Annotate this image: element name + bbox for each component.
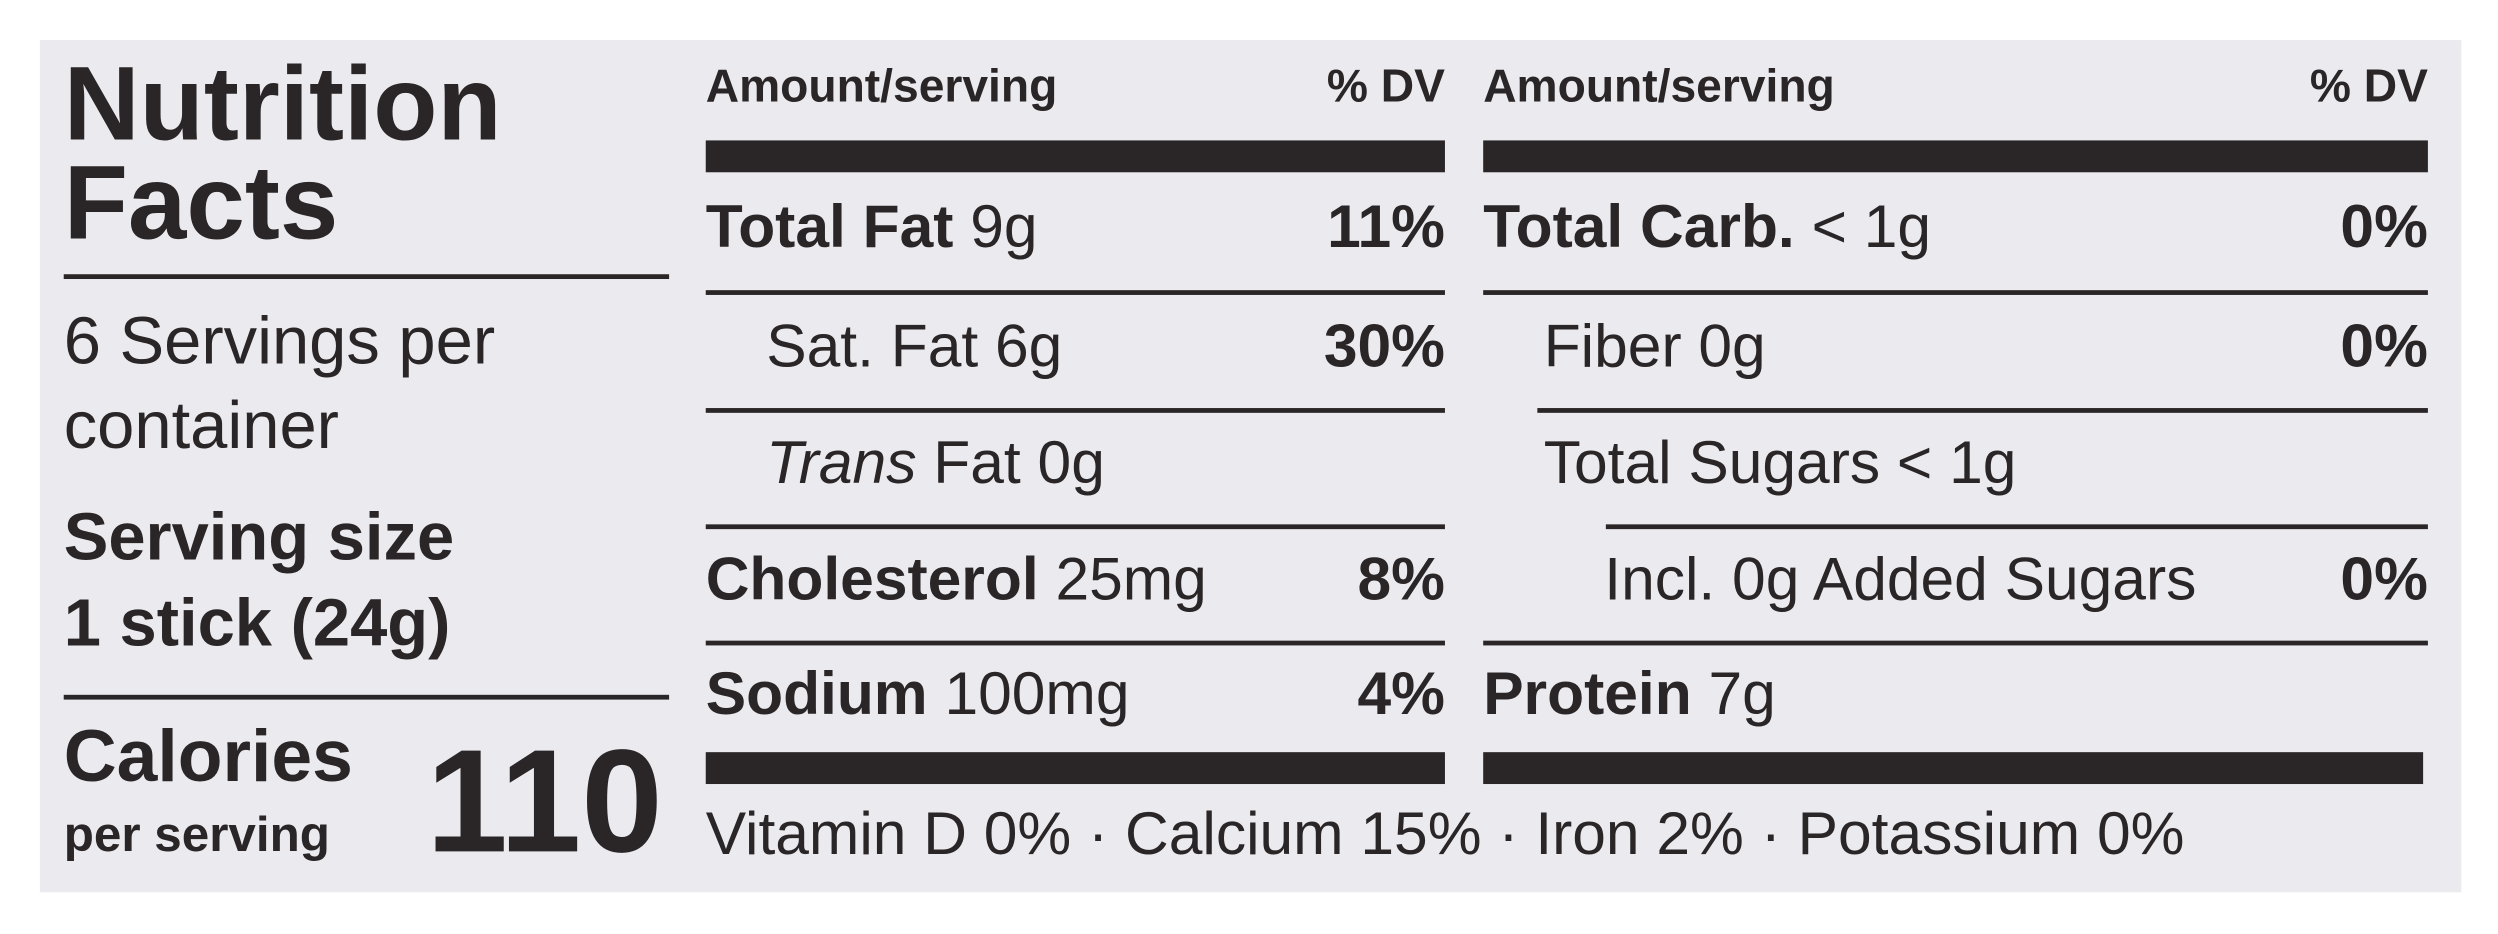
thick-bar: [705, 752, 1445, 785]
nutrient-amount: 6g: [978, 312, 1062, 380]
separator: ·: [1744, 799, 1798, 867]
nutrient: Cholesterol 25mg: [706, 544, 1207, 612]
nutrient-name: Total Fat: [706, 192, 954, 260]
nutrient-name: Incl. 0g Added Sugars: [1604, 544, 2196, 612]
nutrient-name: Fiber 0g: [1544, 312, 1766, 380]
nutrient-amount: 7g: [1692, 659, 1776, 727]
thick-bar: [705, 140, 1445, 173]
nutrient: Sat. Fat 6g: [766, 312, 1062, 380]
rule: [1483, 290, 2428, 295]
rule: [1483, 640, 2428, 646]
nutrient-name: Cholesterol: [706, 544, 1039, 612]
panel: [39, 40, 2462, 893]
daily-value: 8%: [1357, 544, 1444, 612]
nutrient: Trans Fat 0g: [766, 428, 1105, 496]
nutrient: Sodium 100mg: [706, 659, 1130, 727]
thick-bar: [1483, 752, 2424, 785]
footer-item: Potassium 0%: [1798, 799, 2185, 867]
rule: [1537, 408, 2428, 413]
daily-value: 4%: [1357, 659, 1444, 727]
calories-label: Calories: [64, 715, 353, 797]
nutrient-amount: < 1g: [1795, 192, 1931, 260]
footer-item: Iron 2%: [1535, 799, 1744, 867]
rule: [705, 640, 1445, 646]
nutrient-amount: Fat 0g: [916, 428, 1104, 496]
rule: [1605, 524, 2428, 530]
title: Facts: [64, 144, 339, 261]
nutrient: Total Sugars < 1g: [1544, 428, 2017, 496]
nutrient-amount: 25mg: [1039, 544, 1207, 612]
serving-size: 1 stick (24g): [64, 586, 451, 661]
nutrient-name: Trans: [766, 428, 916, 496]
daily-value: 11%: [1327, 192, 1445, 260]
daily-value: 0%: [2340, 312, 2427, 380]
nutrient-name: Total Carb.: [1483, 192, 1795, 260]
daily-value: 30%: [1324, 312, 1445, 380]
daily-value: 0%: [2340, 192, 2427, 260]
rule: [705, 290, 1445, 295]
nutrient: Protein 7g: [1483, 659, 1776, 727]
nutrient: Total Carb. < 1g: [1483, 192, 1931, 260]
rule: [63, 274, 670, 280]
header-amount: Amount/serving: [1483, 60, 1835, 112]
footer: Vitamin D 0% · Calcium 15% · Iron 2% · P…: [706, 799, 2185, 867]
nutrient-name: Total Sugars: [1544, 428, 1880, 496]
separator: ·: [1071, 799, 1125, 867]
header-dv: % DV: [2310, 60, 2428, 112]
footer-item: Vitamin D 0%: [706, 799, 1072, 867]
rule: [705, 524, 1445, 530]
header-amount: Amount/serving: [706, 60, 1058, 112]
serving-size: Serving size: [64, 500, 454, 575]
nutrient-name: Sat. Fat: [766, 312, 978, 380]
calories-sublabel: per serving: [64, 807, 330, 862]
daily-value: 0%: [2340, 544, 2427, 612]
servings: container: [64, 388, 339, 463]
nutrient-amount: 9g: [953, 192, 1037, 260]
nutrient-name: Protein: [1483, 659, 1691, 727]
nutrient-name: Sodium: [706, 659, 928, 727]
nutrient-amount: 100mg: [928, 659, 1130, 727]
separator: ·: [1482, 799, 1536, 867]
calories-value: 110: [426, 719, 662, 883]
thick-bar: [1483, 140, 2428, 173]
footer-item: Calcium 15%: [1125, 799, 1482, 867]
servings: 6 Servings per: [64, 304, 495, 379]
nutrient: Total Fat 9g: [706, 192, 1038, 260]
title: Nutrition: [64, 46, 502, 163]
header-dv: % DV: [1327, 60, 1445, 112]
rule: [63, 694, 670, 700]
nutrient: Fiber 0g: [1544, 312, 1766, 380]
rule: [705, 408, 1445, 413]
nutrient-amount: < 1g: [1880, 428, 2016, 496]
nutrient: Incl. 0g Added Sugars: [1604, 544, 2196, 612]
